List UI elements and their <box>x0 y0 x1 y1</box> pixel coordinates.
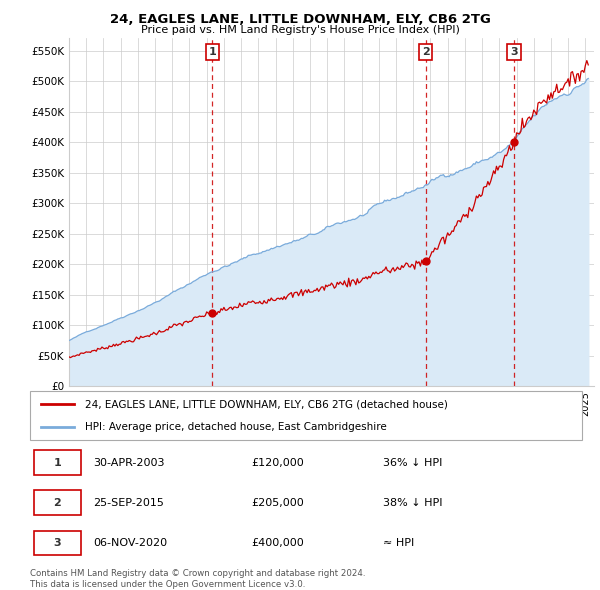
Text: 3: 3 <box>53 538 61 548</box>
Text: 2: 2 <box>53 498 61 507</box>
Text: Contains HM Land Registry data © Crown copyright and database right 2024.
This d: Contains HM Land Registry data © Crown c… <box>30 569 365 589</box>
Text: ≈ HPI: ≈ HPI <box>383 538 415 548</box>
Text: £205,000: £205,000 <box>251 498 304 507</box>
FancyBboxPatch shape <box>34 530 81 555</box>
Text: 24, EAGLES LANE, LITTLE DOWNHAM, ELY, CB6 2TG (detached house): 24, EAGLES LANE, LITTLE DOWNHAM, ELY, CB… <box>85 399 448 409</box>
Text: HPI: Average price, detached house, East Cambridgeshire: HPI: Average price, detached house, East… <box>85 422 387 432</box>
Text: 3: 3 <box>510 47 518 57</box>
Text: 38% ↓ HPI: 38% ↓ HPI <box>383 498 443 507</box>
Text: 2: 2 <box>422 47 430 57</box>
Text: 24, EAGLES LANE, LITTLE DOWNHAM, ELY, CB6 2TG: 24, EAGLES LANE, LITTLE DOWNHAM, ELY, CB… <box>110 13 490 26</box>
Text: £120,000: £120,000 <box>251 458 304 467</box>
Text: 30-APR-2003: 30-APR-2003 <box>94 458 165 467</box>
FancyBboxPatch shape <box>30 391 582 440</box>
FancyBboxPatch shape <box>34 490 81 515</box>
Text: 1: 1 <box>53 458 61 467</box>
Text: 06-NOV-2020: 06-NOV-2020 <box>94 538 167 548</box>
Text: 25-SEP-2015: 25-SEP-2015 <box>94 498 164 507</box>
Text: Price paid vs. HM Land Registry's House Price Index (HPI): Price paid vs. HM Land Registry's House … <box>140 25 460 35</box>
Text: 36% ↓ HPI: 36% ↓ HPI <box>383 458 443 467</box>
Text: 1: 1 <box>209 47 216 57</box>
Text: £400,000: £400,000 <box>251 538 304 548</box>
FancyBboxPatch shape <box>34 450 81 475</box>
